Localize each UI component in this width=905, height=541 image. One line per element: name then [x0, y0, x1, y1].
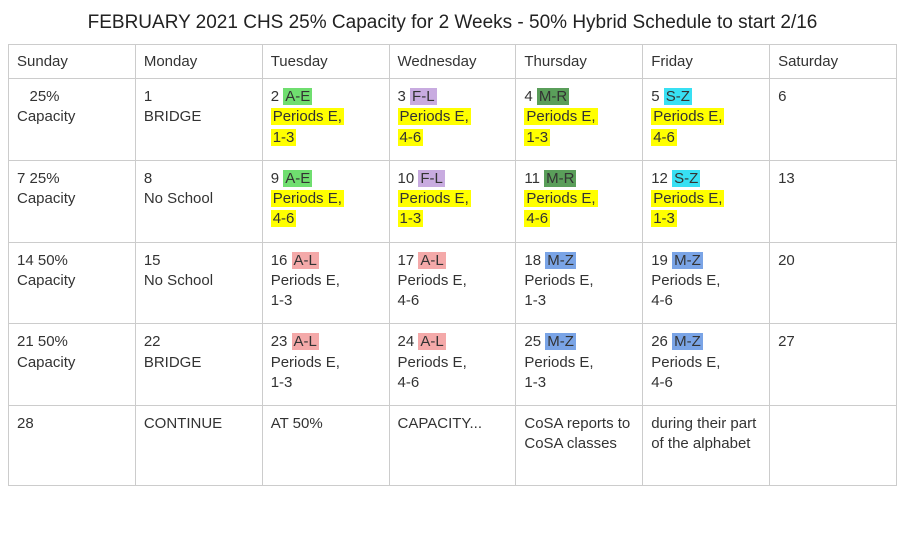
calendar-cell: 28 [9, 406, 136, 486]
calendar-cell: 11 M-RPeriods E,4-6 [516, 160, 643, 242]
calendar-cell: 26 M-ZPeriods E,4-6 [643, 324, 770, 406]
calendar-cell: 1BRIDGE [135, 79, 262, 161]
calendar-cell: 17 A-LPeriods E,4-6 [389, 242, 516, 324]
calendar-cell: 12 S-ZPeriods E,1-3 [643, 160, 770, 242]
calendar-cell: 25 M-ZPeriods E,1-3 [516, 324, 643, 406]
calendar-week: 7 25%Capacity8No School9 A-EPeriods E,4-… [9, 160, 897, 242]
calendar-cell: 8No School [135, 160, 262, 242]
calendar-cell: AT 50% [262, 406, 389, 486]
calendar-cell: 15No School [135, 242, 262, 324]
calendar-cell: 22BRIDGE [135, 324, 262, 406]
col-fri: Friday [643, 45, 770, 79]
col-mon: Monday [135, 45, 262, 79]
calendar-week: 21 50%Capacity22BRIDGE23 A-LPeriods E,1-… [9, 324, 897, 406]
calendar-cell: 19 M-ZPeriods E,4-6 [643, 242, 770, 324]
calendar-cell: CONTINUE [135, 406, 262, 486]
calendar-week: 25%Capacity1BRIDGE2 A-EPeriods E,1-33 F-… [9, 79, 897, 161]
calendar-week: 28CONTINUEAT 50%CAPACITY...CoSA reports … [9, 406, 897, 486]
calendar-cell: 20 [770, 242, 897, 324]
calendar-cell: 13 [770, 160, 897, 242]
calendar-cell: CAPACITY... [389, 406, 516, 486]
calendar-cell: 18 M-ZPeriods E,1-3 [516, 242, 643, 324]
calendar-cell: 6 [770, 79, 897, 161]
calendar-cell: 23 A-LPeriods E,1-3 [262, 324, 389, 406]
calendar-cell: 4 M-RPeriods E,1-3 [516, 79, 643, 161]
calendar-cell: 10 F-LPeriods E,1-3 [389, 160, 516, 242]
calendar-cell: 25%Capacity [9, 79, 136, 161]
col-sat: Saturday [770, 45, 897, 79]
calendar-cell: CoSA reports to CoSA classes [516, 406, 643, 486]
col-sun: Sunday [9, 45, 136, 79]
calendar-cell: 9 A-EPeriods E,4-6 [262, 160, 389, 242]
calendar-cell: 27 [770, 324, 897, 406]
calendar-cell: 21 50%Capacity [9, 324, 136, 406]
col-wed: Wednesday [389, 45, 516, 79]
col-thu: Thursday [516, 45, 643, 79]
page-title: FEBRUARY 2021 CHS 25% Capacity for 2 Wee… [8, 12, 897, 34]
calendar-cell: 2 A-EPeriods E,1-3 [262, 79, 389, 161]
calendar-cell: 7 25%Capacity [9, 160, 136, 242]
calendar-cell: during their part of the alphabet [643, 406, 770, 486]
calendar-week: 14 50%Capacity15No School16 A-LPeriods E… [9, 242, 897, 324]
calendar-table: Sunday Monday Tuesday Wednesday Thursday… [8, 44, 897, 486]
calendar-cell: 5 S-ZPeriods E,4-6 [643, 79, 770, 161]
calendar-cell: 24 A-LPeriods E,4-6 [389, 324, 516, 406]
header-row: Sunday Monday Tuesday Wednesday Thursday… [9, 45, 897, 79]
calendar-cell [770, 406, 897, 486]
col-tue: Tuesday [262, 45, 389, 79]
calendar-cell: 14 50%Capacity [9, 242, 136, 324]
calendar-cell: 16 A-LPeriods E,1-3 [262, 242, 389, 324]
calendar-cell: 3 F-LPeriods E,4-6 [389, 79, 516, 161]
